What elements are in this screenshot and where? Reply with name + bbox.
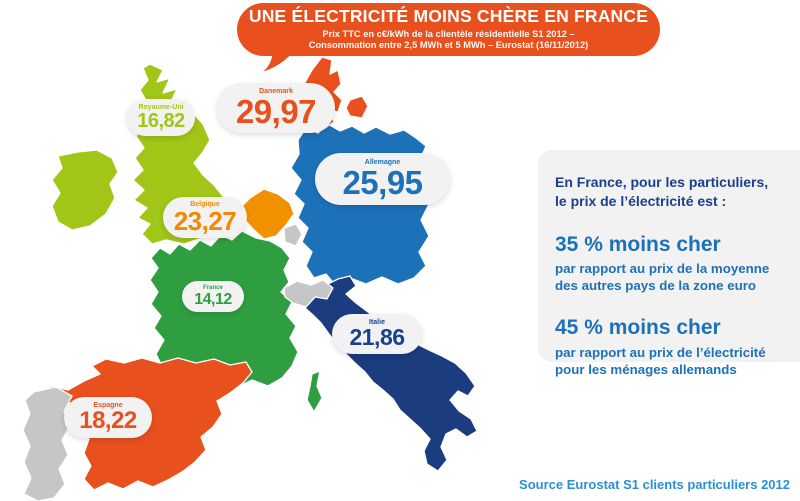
country-name: Royaume-Uni — [138, 104, 184, 111]
comparison-panel: En France, pour les particuliers, le pri… — [538, 150, 800, 377]
price-label-royaume-uni: Royaume-Uni 16,82 — [127, 99, 195, 136]
country-price: 23,27 — [173, 206, 237, 237]
country-price: 25,95 — [342, 164, 423, 202]
price-label-danemark: Danemark 29,97 — [217, 83, 335, 133]
panel-heading: En France, pour les particuliers, le pri… — [555, 173, 786, 211]
comparison-item-germany: 45 % moins cher par rapport au prix de l… — [555, 316, 786, 378]
country-price: 14,12 — [194, 291, 232, 309]
country-name: Belgique — [190, 201, 220, 209]
country-price: 16,82 — [137, 110, 185, 132]
country-name: Espagne — [93, 402, 123, 410]
map-region-corse — [306, 370, 323, 413]
comparison-headline: 45 % moins cher — [555, 316, 721, 340]
map-region-portugal — [22, 386, 73, 501]
banner-subtitle-line2: Consommation entre 2,5 MWh et 5 MWh – Eu… — [308, 40, 589, 51]
panel-heading-line1: En France, pour les particuliers, — [555, 174, 769, 190]
comparison-desc-line2: des autres pays de la zone euro — [555, 278, 757, 294]
comparison-item-eurozone: 35 % moins cher par rapport au prix de l… — [555, 233, 786, 295]
country-name: Danemark — [259, 88, 293, 96]
banner-tail-shape — [259, 51, 295, 74]
banner-subtitle-line1: Prix TTC en c€/kWh de la clientèle résid… — [322, 28, 575, 39]
country-price: 21,86 — [349, 324, 405, 351]
price-label-belgique: Belgique 23,27 — [163, 197, 247, 238]
map-region-allemagne — [290, 123, 430, 287]
comparison-desc-line2: pour les ménages allemands — [555, 361, 737, 377]
country-price: 18,22 — [79, 407, 137, 435]
country-price: 29,97 — [235, 93, 317, 131]
comparison-desc-line1: par rapport au prix de la moyenne — [555, 260, 770, 276]
source-note: Source Eurostat S1 clients particuliers … — [519, 477, 790, 492]
map-region-luxembourg — [283, 223, 303, 247]
comparison-headline: 35 % moins cher — [555, 232, 721, 256]
price-label-allemagne: Allemagne 25,95 — [315, 153, 450, 205]
price-label-italie: Italie 21,86 — [332, 314, 422, 354]
country-name: France — [203, 285, 223, 292]
price-label-espagne: Espagne 18,22 — [64, 397, 152, 438]
panel-heading-line2: le prix de l’électricité est : — [555, 192, 727, 209]
map-region-italie — [304, 275, 478, 472]
title-banner: UNE ÉLECTRICITÉ MOINS CHÈRE EN FRANCE Pr… — [237, 3, 660, 56]
price-label-france: France 14,12 — [182, 281, 244, 312]
page-title: UNE ÉLECTRICITÉ MOINS CHÈRE EN FRANCE — [248, 6, 649, 27]
map-region-suisse — [283, 279, 334, 308]
map-region-danemark-ile — [345, 95, 369, 119]
country-name: Italie — [369, 319, 385, 327]
map-region-irlande — [51, 149, 119, 231]
comparison-desc-line1: par rapport au prix de l’électricité — [555, 344, 766, 360]
country-name: Allemagne — [364, 159, 401, 167]
